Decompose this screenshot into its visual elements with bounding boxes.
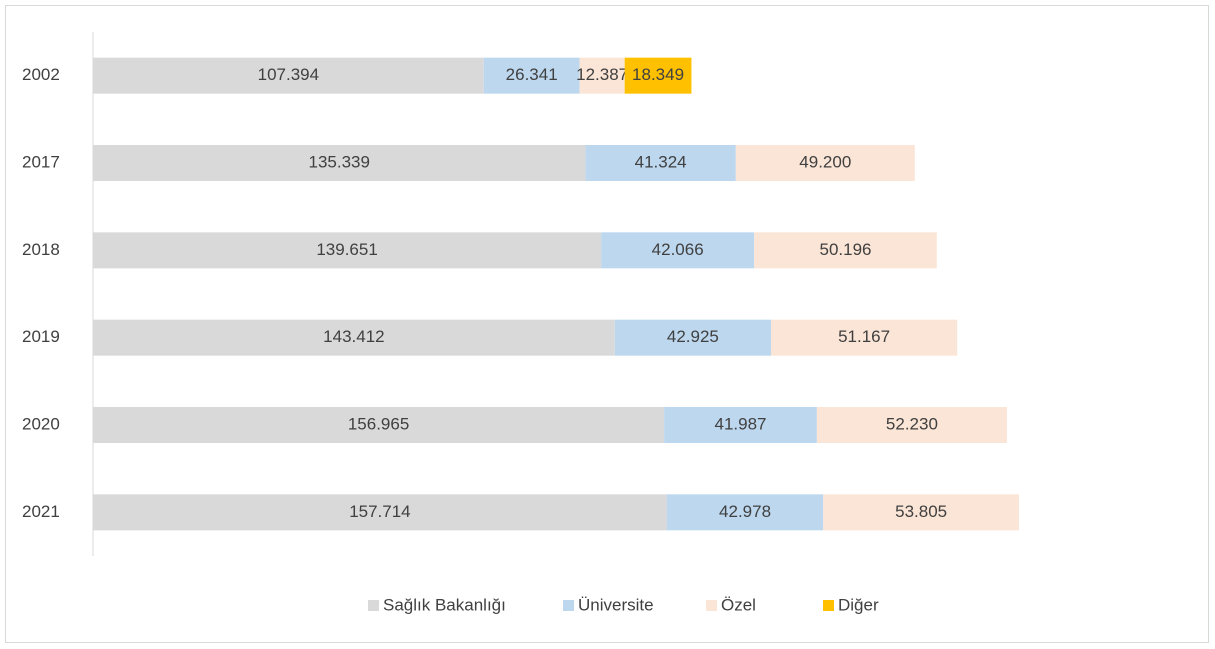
legend-label: Üniversite <box>578 595 654 614</box>
data-label: 50.196 <box>820 240 872 259</box>
legend-swatch <box>706 600 717 611</box>
y-tick-label: 2020 <box>22 414 60 433</box>
data-label: 157.714 <box>349 502 410 521</box>
bar-segment <box>93 407 665 443</box>
data-label: 51.167 <box>838 327 890 346</box>
bar-segment <box>93 319 615 356</box>
data-label: 49.200 <box>799 152 851 171</box>
bar-segment <box>601 232 755 269</box>
data-label: 41.324 <box>635 152 687 171</box>
bar-segment <box>664 407 817 443</box>
bar-segment <box>93 232 602 269</box>
bar-segment <box>93 57 484 94</box>
legend-label: Özel <box>721 595 756 614</box>
bar-segment <box>770 319 958 356</box>
data-label: 12.387 <box>576 65 628 84</box>
bar-segment <box>624 57 692 94</box>
bar-segment <box>735 145 915 181</box>
data-label: 135.339 <box>308 152 369 171</box>
bar-segment <box>585 145 736 181</box>
bar-segment <box>483 57 580 94</box>
y-tick-label: 2019 <box>22 327 60 346</box>
data-label: 18.349 <box>632 65 684 84</box>
bar-segment <box>579 57 625 94</box>
data-label: 42.925 <box>667 327 719 346</box>
data-label: 41.987 <box>715 414 767 433</box>
bar-segment <box>754 232 937 269</box>
data-label: 42.978 <box>719 502 771 521</box>
data-label: 53.805 <box>895 502 947 521</box>
data-label: 143.412 <box>323 327 384 346</box>
data-label: 139.651 <box>316 240 377 259</box>
legend-label: Sağlık Bakanlığı <box>383 595 506 614</box>
bar-segment <box>93 145 586 181</box>
y-tick-label: 2021 <box>22 502 60 521</box>
legend-swatch <box>563 600 574 611</box>
data-label: 26.341 <box>506 65 558 84</box>
y-tick-label: 2002 <box>22 65 60 84</box>
data-label: 156.965 <box>348 414 409 433</box>
data-label: 42.066 <box>652 240 704 259</box>
data-label: 52.230 <box>886 414 938 433</box>
data-label: 107.394 <box>258 65 319 84</box>
bar-segment <box>93 494 667 531</box>
bar-segment <box>614 319 771 356</box>
legend-swatch <box>368 600 379 611</box>
legend-label: Diğer <box>838 595 879 614</box>
bar-segment <box>823 494 1019 531</box>
bar-segment <box>666 494 824 531</box>
legend-swatch <box>823 600 834 611</box>
y-tick-label: 2018 <box>22 240 60 259</box>
y-tick-label: 2017 <box>22 152 60 171</box>
bar-segment <box>816 407 1007 443</box>
